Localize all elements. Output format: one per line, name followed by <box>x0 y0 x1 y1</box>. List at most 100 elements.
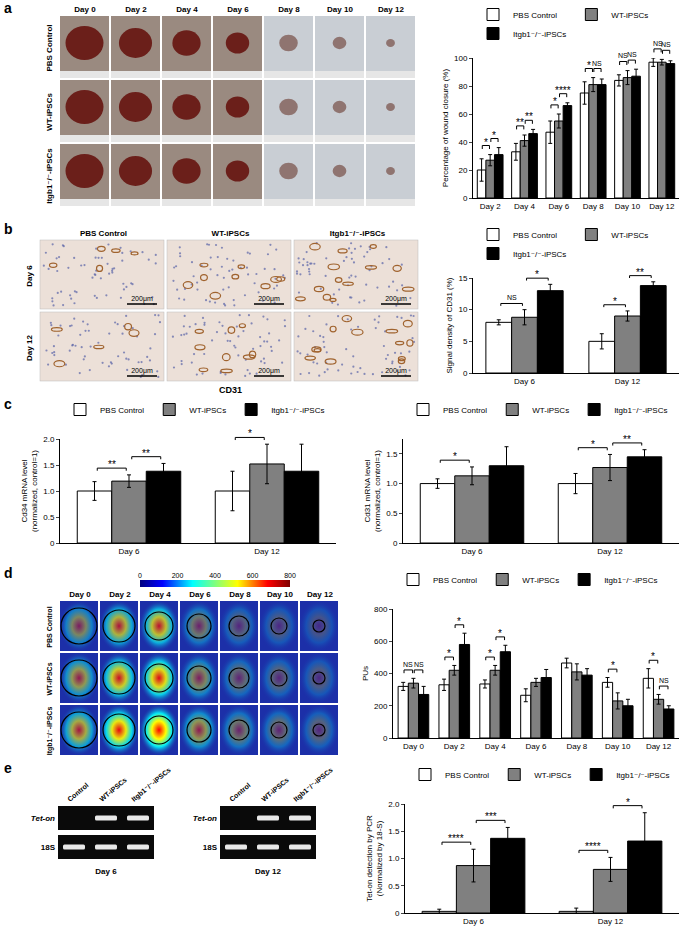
svg-text:Day 4: Day 4 <box>514 202 535 211</box>
svg-text:Day 8: Day 8 <box>566 742 587 751</box>
svg-text:*: * <box>457 616 461 627</box>
svg-text:a: a <box>4 0 12 16</box>
svg-text:Day 6: Day 6 <box>25 265 34 287</box>
svg-text:WT-iPSCs: WT-iPSCs <box>260 776 290 803</box>
svg-text:Itgb1⁻/⁻-iPSCs: Itgb1⁻/⁻-iPSCs <box>513 30 566 39</box>
svg-text:*: * <box>591 439 595 450</box>
svg-text:**: ** <box>108 459 116 470</box>
svg-text:Day 6: Day 6 <box>119 547 140 556</box>
svg-text:*: * <box>492 130 496 141</box>
svg-text:Itgb1⁻/⁻-iPSCs: Itgb1⁻/⁻-iPSCs <box>292 766 334 803</box>
svg-text:Day 10: Day 10 <box>267 590 293 599</box>
svg-text:400: 400 <box>209 572 221 579</box>
svg-text:**: ** <box>142 448 150 459</box>
svg-text:Tet-on: Tet-on <box>31 814 55 823</box>
svg-text:NS: NS <box>618 52 628 59</box>
svg-text:100: 100 <box>454 54 468 63</box>
svg-text:NS: NS <box>403 661 413 668</box>
svg-text:*: * <box>484 137 488 148</box>
svg-text:0: 0 <box>463 194 468 203</box>
svg-text:PBS Control: PBS Control <box>513 231 557 240</box>
svg-text:Day 12: Day 12 <box>307 590 333 599</box>
svg-text:Itgb1⁻/⁻-iPSCs: Itgb1⁻/⁻-iPSCs <box>513 250 566 259</box>
svg-text:800: 800 <box>284 572 296 579</box>
svg-text:Itgb1⁻/⁻-iPSCs: Itgb1⁻/⁻-iPSCs <box>271 406 324 415</box>
svg-text:200μm: 200μm <box>258 295 280 303</box>
svg-text:WT-iPSCs: WT-iPSCs <box>46 662 53 695</box>
svg-text:Day 0: Day 0 <box>403 742 424 751</box>
svg-text:Signal density of CD31 (%): Signal density of CD31 (%) <box>445 277 454 373</box>
svg-text:Itgb1⁻/⁻-iPSCs: Itgb1⁻/⁻-iPSCs <box>130 766 172 803</box>
svg-text:1.5: 1.5 <box>43 461 55 470</box>
svg-text:WT-iPSCs: WT-iPSCs <box>212 229 250 238</box>
svg-text:60: 60 <box>458 110 467 119</box>
svg-text:**: ** <box>623 434 631 445</box>
svg-text:****: **** <box>585 841 601 852</box>
svg-text:Day 0: Day 0 <box>74 5 96 14</box>
svg-text:1.5: 1.5 <box>388 827 400 836</box>
svg-text:PBS Control: PBS Control <box>100 406 144 415</box>
svg-text:0.5: 0.5 <box>388 882 400 891</box>
svg-text:Tet-on detection by PCR(Normal: Tet-on detection by PCR(Normalized by 18… <box>365 815 384 902</box>
svg-text:d: d <box>4 565 13 581</box>
svg-text:Day 12: Day 12 <box>378 5 404 14</box>
svg-text:Day 12: Day 12 <box>255 867 281 876</box>
svg-text:WT-iPSCs: WT-iPSCs <box>189 406 226 415</box>
svg-text:PBS Control: PBS Control <box>46 606 53 647</box>
svg-text:NS: NS <box>653 40 663 47</box>
svg-text:PBS Control: PBS Control <box>443 406 487 415</box>
svg-text:Day 4: Day 4 <box>149 590 171 599</box>
svg-text:*: * <box>248 428 252 439</box>
svg-text:WT-iPSCs: WT-iPSCs <box>611 11 648 20</box>
svg-text:*: * <box>488 648 492 659</box>
svg-text:e: e <box>4 760 12 776</box>
svg-text:Percentage of wound closure (%: Percentage of wound closure (%) <box>441 69 450 188</box>
svg-text:Itgb1⁻/⁻-iPSCs: Itgb1⁻/⁻-iPSCs <box>330 229 386 238</box>
svg-text:Day 2: Day 2 <box>125 5 147 14</box>
svg-text:Day 12: Day 12 <box>254 547 280 556</box>
svg-text:WT-iPSCs: WT-iPSCs <box>611 231 648 240</box>
svg-text:PBS Control: PBS Control <box>513 11 557 20</box>
svg-text:NS: NS <box>414 661 424 668</box>
svg-text:Itgb1⁻/⁻-iPSCs: Itgb1⁻/⁻-iPSCs <box>45 148 54 204</box>
svg-text:Day 10: Day 10 <box>327 5 353 14</box>
svg-text:1.0: 1.0 <box>43 487 55 496</box>
svg-text:600: 600 <box>374 637 388 646</box>
svg-text:0.5: 0.5 <box>386 509 398 518</box>
svg-text:CD31: CD31 <box>219 385 242 395</box>
svg-text:Day 12: Day 12 <box>597 547 623 556</box>
svg-text:1.0: 1.0 <box>386 479 398 488</box>
svg-text:Day 6: Day 6 <box>95 867 117 876</box>
svg-text:Tet-on: Tet-on <box>193 814 217 823</box>
svg-text:Day 4: Day 4 <box>176 5 198 14</box>
svg-text:Day 6: Day 6 <box>463 917 484 926</box>
svg-text:200μm: 200μm <box>385 295 407 303</box>
svg-text:Day 2: Day 2 <box>109 590 131 599</box>
svg-text:2.0: 2.0 <box>388 800 400 809</box>
svg-text:200: 200 <box>172 572 184 579</box>
svg-text:*: * <box>498 628 502 639</box>
svg-text:PBS Control: PBS Control <box>45 24 54 71</box>
svg-text:0: 0 <box>138 572 142 579</box>
svg-text:5: 5 <box>463 337 468 346</box>
svg-text:Day 6: Day 6 <box>227 5 249 14</box>
svg-text:0.5: 0.5 <box>43 513 55 522</box>
svg-text:Day 6: Day 6 <box>189 590 211 599</box>
svg-text:1.5: 1.5 <box>386 450 398 459</box>
svg-text:Day 12: Day 12 <box>649 202 675 211</box>
svg-text:WT-iPSCs: WT-iPSCs <box>98 776 128 803</box>
svg-text:**: ** <box>516 117 524 128</box>
svg-text:WT-iPSCs: WT-iPSCs <box>532 406 569 415</box>
svg-text:200μm: 200μm <box>131 367 153 375</box>
svg-text:Day 6: Day 6 <box>462 547 483 556</box>
svg-text:PBS Control: PBS Control <box>445 771 489 780</box>
svg-text:b: b <box>4 221 13 237</box>
svg-text:18S: 18S <box>203 843 218 852</box>
svg-text:NS: NS <box>627 51 637 58</box>
svg-text:Day 10: Day 10 <box>615 202 641 211</box>
svg-text:NS: NS <box>659 677 669 684</box>
svg-text:Control: Control <box>66 781 90 802</box>
svg-text:15: 15 <box>458 274 467 283</box>
svg-text:Day 10: Day 10 <box>605 742 631 751</box>
svg-text:***: *** <box>485 811 497 822</box>
